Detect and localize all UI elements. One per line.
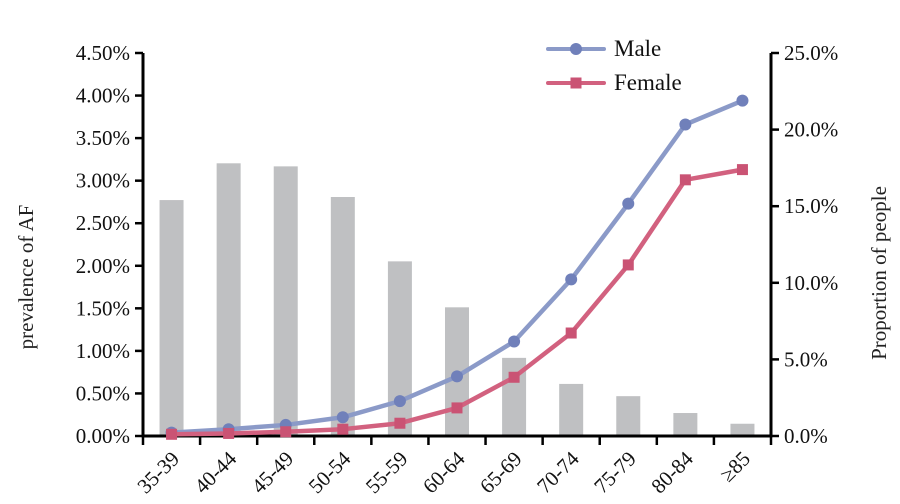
male-point-≥85 — [736, 94, 749, 107]
bar-50-54 — [330, 197, 355, 436]
x-label-55-59: 55-59 — [361, 447, 413, 499]
left-tick-label: 4.50% — [76, 41, 130, 65]
left-tick-label: 4.00% — [76, 84, 130, 108]
male-point-50-54 — [336, 411, 349, 424]
legend: Male Female — [546, 36, 682, 96]
female-point-50-54 — [337, 423, 349, 435]
bar-55-59 — [387, 261, 412, 436]
female-point-80-84 — [679, 174, 691, 186]
left-tick-label: 3.00% — [76, 169, 130, 193]
bar-70-74 — [559, 383, 584, 436]
left-tick-label: 3.50% — [76, 126, 130, 150]
left-tick-label: 1.50% — [76, 296, 130, 320]
x-label-75-79: 75-79 — [589, 447, 641, 499]
bar-35-39 — [159, 200, 184, 436]
female-point-75-79 — [622, 259, 634, 271]
x-label-50-54: 50-54 — [304, 446, 356, 498]
female-point-35-39 — [166, 428, 178, 440]
legend-label-male: Male — [614, 36, 662, 61]
x-label-80-84: 80-84 — [646, 446, 698, 498]
legend-item-female[interactable]: Female — [546, 70, 682, 96]
left-tick-label: 2.50% — [76, 211, 130, 235]
male-point-55-59 — [393, 395, 406, 408]
female-line-swatch — [546, 75, 606, 91]
male-line-swatch — [546, 41, 606, 57]
male-circle-marker-icon — [570, 43, 582, 55]
x-label-60-64: 60-64 — [418, 446, 470, 498]
male-point-80-84 — [679, 118, 692, 131]
female-point-60-64 — [451, 402, 463, 414]
x-label-35-39: 35-39 — [132, 447, 184, 499]
right-tick-label: 20.0% — [784, 118, 838, 142]
bar-45-49 — [273, 166, 298, 437]
female-point-≥85 — [736, 164, 748, 176]
female-square-marker-icon — [570, 77, 582, 89]
legend-item-male[interactable]: Male — [546, 36, 682, 62]
female-point-70-74 — [565, 327, 577, 339]
x-label-65-69: 65-69 — [475, 447, 527, 499]
left-tick-label: 2.00% — [76, 254, 130, 278]
bar-≥85 — [730, 423, 755, 436]
bar-40-44 — [216, 163, 241, 436]
right-tick-label: 15.0% — [784, 194, 838, 218]
right-tick-label: 0.0% — [784, 424, 828, 448]
left-axis-title: prevalence of AF — [14, 204, 38, 350]
male-point-60-64 — [451, 370, 463, 383]
left-tick-label: 1.00% — [76, 339, 130, 363]
female-point-55-59 — [394, 417, 406, 429]
bar-80-84 — [673, 413, 698, 436]
left-tick-label: 0.50% — [76, 381, 130, 405]
right-axis-title: Proportion of people — [867, 186, 891, 360]
bar-75-79 — [616, 396, 641, 436]
female-point-40-44 — [223, 427, 235, 439]
legend-label-female: Female — [614, 70, 682, 95]
x-label-≥85: ≥85 — [715, 447, 755, 487]
male-point-65-69 — [508, 335, 521, 348]
left-tick-label: 0.00% — [76, 424, 130, 448]
x-label-40-44: 40-44 — [190, 446, 242, 498]
female-point-65-69 — [508, 371, 520, 383]
female-point-45-49 — [280, 426, 292, 438]
x-label-45-49: 45-49 — [247, 447, 299, 499]
x-label-70-74: 70-74 — [532, 446, 584, 498]
right-tick-label: 10.0% — [784, 271, 838, 295]
right-tick-label: 5.0% — [784, 347, 828, 371]
male-point-75-79 — [622, 197, 635, 210]
male-point-70-74 — [565, 273, 578, 286]
right-tick-label: 25.0% — [784, 41, 838, 65]
